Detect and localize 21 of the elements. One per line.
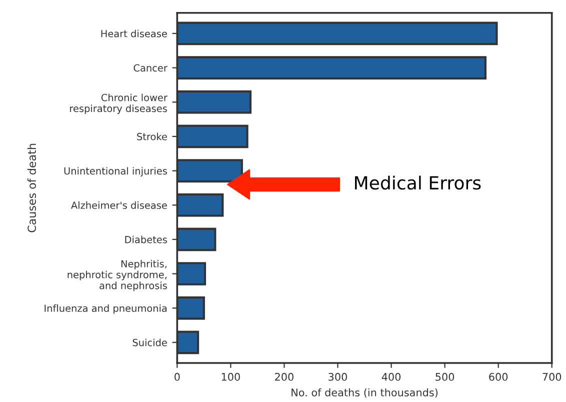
y-tick-label: Nephritis, nephrotic syndrome, and nephrosis <box>68 260 167 292</box>
x-tick-label: 0 <box>174 372 180 381</box>
y-tick-label: Unintentional injuries <box>64 167 167 176</box>
x-axis-title: No. of deaths (in thousands) <box>292 388 438 398</box>
y-tick-label: Heart disease <box>101 30 167 38</box>
y-tick-label: Diabetes <box>125 236 167 244</box>
y-axis-title: Causes of death <box>27 144 36 232</box>
y-tick-label: Chronic lower respiratory diseases <box>70 94 168 114</box>
y-tick-label: Cancer <box>134 64 168 72</box>
y-tick-label: Alzheimer's disease <box>71 201 167 209</box>
x-tick-label: 500 <box>436 372 454 381</box>
x-tick-label: 300 <box>328 372 347 381</box>
x-tick-label: 600 <box>489 372 508 381</box>
y-tick-label: Stroke <box>137 132 167 140</box>
x-tick-label: 200 <box>275 372 294 381</box>
x-tick-label: 100 <box>222 372 240 381</box>
annotation: Medical Errors <box>355 176 481 190</box>
x-tick-label: 700 <box>542 372 562 381</box>
y-tick-label: Suicide <box>132 338 167 346</box>
y-tick-label: Influenza and pneumonia <box>44 304 167 314</box>
x-tick-label: 400 <box>382 372 401 381</box>
